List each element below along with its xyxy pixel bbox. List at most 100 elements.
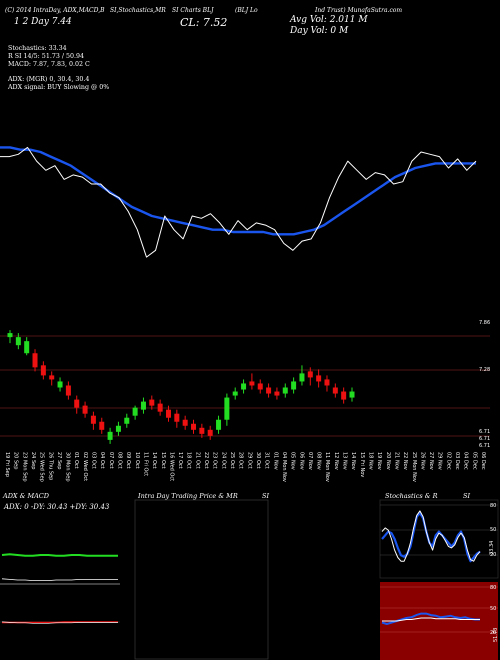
stochastics-value: Stochastics: 33.34: [8, 45, 67, 52]
header-line1-d: (BLJ Lo: [235, 7, 258, 14]
adx-macd-panel: [0, 500, 120, 660]
price-line-chart: [0, 146, 477, 258]
date-tick-label: 20 Nov: [385, 452, 391, 470]
candle-body: [132, 407, 138, 416]
price-line: [0, 146, 477, 258]
adx-panel-values: ADX: 0 -DY: 30.43 +DY: 30.43: [4, 503, 110, 511]
adx-value: ADX: (MGR) 0, 30.4, 30.4: [8, 76, 90, 83]
rsi-current-label: 51.73: [493, 628, 499, 642]
date-tick-label: 02 Wed Oct: [82, 452, 88, 481]
date-tick-label: 24 Oct: [220, 452, 226, 469]
candle-body: [115, 425, 121, 432]
date-tick-label: 14 Oct: [151, 452, 157, 469]
close-price: CL: 7.52: [180, 16, 228, 29]
candle-body: [90, 415, 96, 424]
header-line2: 1 2 Day 7.44: [14, 17, 72, 27]
stoch-label-80: 80: [490, 503, 496, 509]
adx-signal: ADX signal: BUY Slowing @ 0%: [8, 84, 110, 91]
date-tick-label: 26 Thu Sep: [47, 452, 53, 480]
candle-body: [232, 391, 238, 396]
candle-body: [266, 387, 272, 394]
stochastics-panel: 80 50 20 33.34 80 50 20 51.73: [379, 499, 499, 660]
candle-body: [65, 385, 71, 396]
date-tick-label: 12 Nov: [333, 452, 339, 470]
candle-body: [199, 427, 205, 434]
candle-body: [257, 383, 263, 390]
ma-line: [0, 146, 476, 236]
stoch-blue-line: [381, 511, 481, 563]
date-tick-label: 02 Dec: [445, 452, 451, 470]
date-tick-label: 30 Mon Sep: [65, 452, 71, 482]
candle-body: [216, 419, 222, 430]
stoch-panel-title: Stochastics & R: [385, 492, 438, 500]
date-tick-label: 09 Oct: [125, 452, 131, 469]
date-tick-label: 15 Fri Nov: [359, 452, 365, 477]
date-tick-label: 08 Nov: [316, 452, 322, 470]
price-label-low1: 6.71: [479, 429, 490, 435]
candle-body: [324, 379, 330, 386]
candle-body: [15, 337, 21, 346]
price-label-low3: 6.71: [479, 443, 490, 449]
date-tick-label: 07 Nov: [307, 452, 313, 470]
stoch-current-label: 33.34: [489, 541, 495, 555]
date-tick-label: 14 Nov: [350, 452, 356, 470]
candle-body: [49, 375, 55, 380]
date-tick-label: 30 Oct: [255, 452, 261, 469]
price-label-top: 7.86: [479, 320, 490, 326]
date-tick-label: 11 Fri Oct: [142, 452, 148, 476]
stoch-label-20: 20: [490, 552, 496, 558]
macd-value: MACD: 7.87, 7.83, 0.02 C: [8, 61, 90, 68]
header-line1-c: SI Charts BLJ: [172, 7, 214, 14]
date-tick-label: 15 Oct: [160, 452, 166, 469]
candle-body: [107, 431, 113, 440]
stoch-panel-title-b: SI: [463, 492, 471, 500]
candle-body: [99, 421, 105, 430]
date-tick-label: 04 Dec: [463, 452, 469, 470]
intraday-panel-title: Intra Day Trading Price & MR: [138, 492, 238, 500]
candle-body: [149, 399, 155, 406]
macd-white-line: [1, 578, 118, 581]
date-tick-label: 22 Nov: [402, 452, 408, 470]
date-tick-label: 29 Oct: [246, 452, 252, 469]
rsi-white-line: [382, 617, 480, 622]
date-tick-label: 04 Oct: [99, 452, 105, 469]
date-tick-label: 11 Mon Nov: [324, 452, 330, 482]
date-tick-label: 27 Nov: [428, 452, 434, 470]
candle-body: [341, 391, 347, 400]
rsi-value: R SI 14/5: 51.73 / 50.94: [8, 53, 84, 60]
date-tick-label: 25 Wed Sep: [39, 452, 45, 482]
price-label-low2: 6.71: [479, 436, 490, 442]
date-tick-label: 07 Oct: [108, 452, 114, 469]
stoch-label-50: 50: [490, 527, 496, 533]
candle-body: [174, 413, 180, 422]
date-tick-label: 16 Wed Oct: [168, 452, 174, 481]
date-tick-label: 28 Oct: [238, 452, 244, 469]
candle-body: [157, 403, 163, 412]
day-volume: Day Vol: 0 M: [290, 26, 349, 36]
date-tick-label: 27 Sep: [56, 452, 62, 469]
date-tick-label: 18 Oct: [186, 452, 192, 469]
date-tick-label: 08 Oct: [117, 452, 123, 469]
stoch-panel-bg: [379, 499, 499, 579]
date-tick-label: 03 Oct: [91, 452, 97, 469]
header-line1-e: Ind Trust) MunafaSutra.com: [315, 7, 403, 14]
candle-body: [224, 397, 230, 420]
adx-green-line: [1, 553, 118, 557]
date-tick-label: 17 Oct: [177, 452, 183, 469]
intraday-panel-box: [134, 499, 269, 660]
candle-body: [282, 387, 288, 394]
stoch-white-line: [381, 510, 481, 562]
date-tick-label: 26 Nov: [419, 452, 425, 470]
date-tick-label: 06 Nov: [298, 452, 304, 470]
date-tick-label: 19 Nov: [376, 452, 382, 470]
date-tick-label: 04 Mon Nov: [281, 452, 287, 482]
date-tick-label: 23 Mon Sep: [21, 452, 27, 482]
date-tick-label: 21 Nov: [393, 452, 399, 470]
date-tick-label: 25 Oct: [229, 452, 235, 469]
date-tick-label: 24 Sep: [30, 452, 36, 469]
candle-body: [207, 429, 213, 436]
date-tick-label: 01 Oct: [73, 452, 79, 469]
candle-body: [291, 381, 297, 390]
date-tick-label: 22 Oct: [203, 452, 209, 469]
